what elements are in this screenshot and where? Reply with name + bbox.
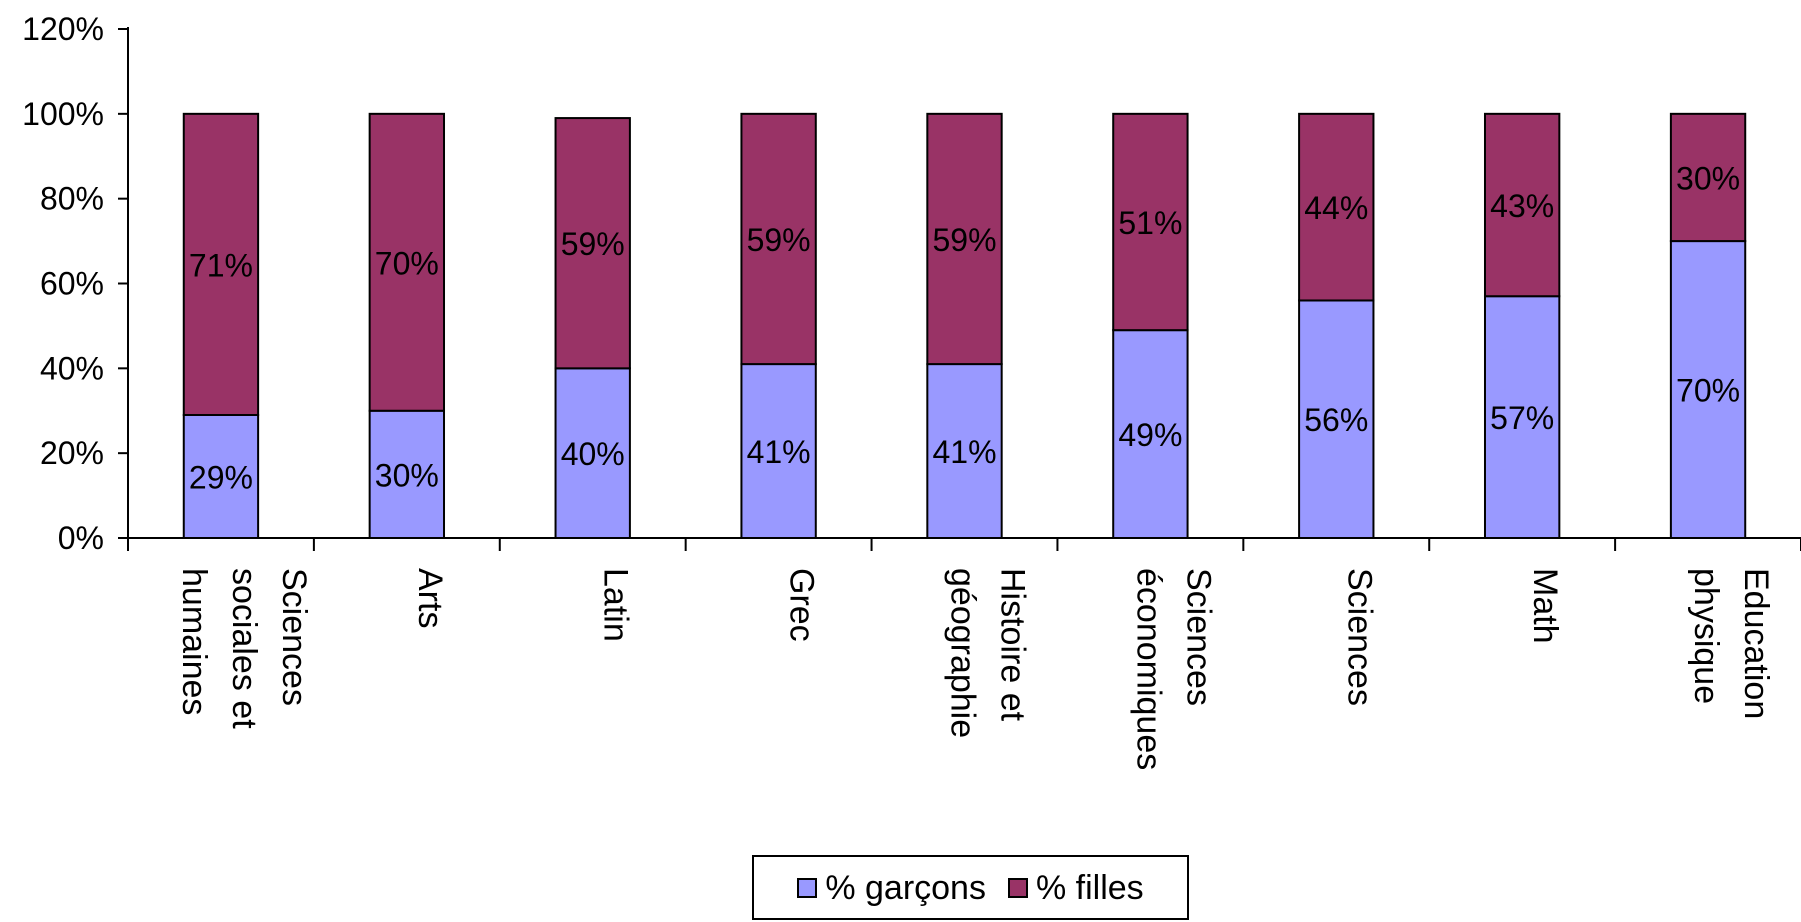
bar-filles-3 — [740, 112, 817, 366]
bar-filles-8 — [1669, 112, 1747, 243]
bar-filles-5 — [1112, 112, 1189, 332]
x-tick-label-5-line-0: Sciences — [1179, 568, 1217, 706]
data-label-garcons-4: 41% — [932, 434, 996, 470]
tick-labels: 0% 20% 40% 60% 80% 100% 120% Sciences sociales e… — [22, 11, 1775, 770]
data-label-garcons-7: 57% — [1490, 400, 1554, 436]
data-label-filles-5: 51% — [1118, 205, 1182, 241]
y-tick-label-2: 40% — [40, 350, 104, 386]
data-label-filles-0: 71% — [189, 247, 253, 283]
legend-item-filles: % filles — [1007, 868, 1144, 907]
bar-filles-2 — [554, 117, 631, 370]
legend: % garçons % filles — [752, 855, 1189, 920]
data-label-garcons-0: 29% — [189, 459, 253, 495]
data-label-filles-8: 30% — [1676, 160, 1740, 196]
x-tick-label-3-line-0: Grec — [783, 568, 821, 642]
bar-filles-7 — [1483, 112, 1561, 298]
legend-swatch-garcons — [797, 877, 818, 898]
x-tick-label-0-line-0: Sciences — [275, 568, 313, 706]
axes — [118, 27, 1801, 551]
data-label-garcons-5: 49% — [1118, 417, 1182, 453]
data-label-garcons-8: 70% — [1676, 373, 1740, 409]
x-tick-label-0-line-1: sociales et — [225, 568, 263, 729]
data-label-garcons-6: 56% — [1304, 402, 1368, 438]
data-label-garcons-3: 41% — [747, 434, 811, 470]
bar-filles-4 — [926, 112, 1003, 366]
data-label-filles-7: 43% — [1490, 188, 1554, 224]
x-tick-label-0-line-2: humaines — [175, 568, 213, 715]
x-tick-label-8-line-0: Education — [1737, 568, 1775, 719]
y-tick-label-4: 80% — [40, 181, 104, 217]
data-label-garcons-2: 40% — [561, 436, 625, 472]
data-label-filles-3: 59% — [747, 222, 811, 258]
bar-garcons-0 — [182, 413, 260, 539]
y-tick-label-0: 0% — [58, 520, 104, 556]
data-label-garcons-1: 30% — [375, 457, 439, 493]
x-tick-label-2-line-0: Latin — [597, 568, 635, 642]
x-tick-label-4-line-0: Histoire et — [994, 568, 1032, 722]
x-tick-label-4-line-1: géographie — [944, 568, 982, 738]
bar-filles-0 — [182, 112, 260, 416]
data-labels: 29% 71% 30% 70% 40% 59% 41% 59% 41% 59% 49% 51% 56% 4… — [189, 160, 1740, 495]
x-tick-label-5-line-1: économiques — [1129, 568, 1167, 770]
bar-garcons-8 — [1669, 240, 1747, 539]
y-tick-label-3: 60% — [40, 266, 104, 302]
legend-swatch-filles — [1007, 877, 1028, 898]
bar-filles-1 — [368, 112, 446, 412]
x-tick-label-7-line-0: Math — [1526, 568, 1564, 644]
legend-item-garcons: % garçons — [797, 871, 986, 905]
legend-label-garcons: % garçons — [825, 868, 986, 907]
y-tick-label-6: 120% — [22, 11, 104, 47]
legend-label-filles: % filles — [1035, 868, 1144, 907]
y-tick-label-1: 20% — [40, 435, 104, 471]
y-tick-label-5: 100% — [22, 96, 104, 132]
bar-filles-6 — [1298, 112, 1375, 302]
data-label-filles-2: 59% — [561, 226, 625, 262]
x-tick-label-8-line-1: physique — [1687, 568, 1725, 704]
data-label-filles-6: 44% — [1304, 190, 1368, 226]
data-label-filles-1: 70% — [375, 245, 439, 281]
x-tick-label-6-line-0: Sciences — [1340, 568, 1378, 706]
bar-garcons-5 — [1112, 329, 1189, 539]
x-tick-label-1-line-0: Arts — [411, 568, 449, 628]
bars — [182, 112, 1747, 540]
data-label-filles-4: 59% — [932, 222, 996, 258]
